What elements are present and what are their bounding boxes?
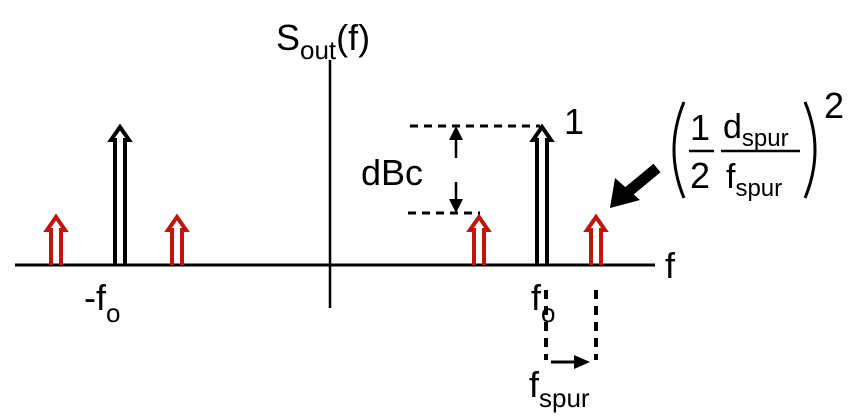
dbc-measure-arrows [449,126,463,213]
neg-fo-label: -fo [84,277,120,328]
spur-arrow-neg-left [43,213,69,265]
dbc-label: dBc [361,152,423,193]
carrier-level-label: 1 [564,101,584,142]
formula-den-f: fspur [726,158,782,202]
spur-power-formula: 1 2 dspur fspur 2 [672,85,844,202]
formula-right-paren [803,101,817,199]
y-axis-label: Sout(f) [276,17,370,65]
formula-left-paren [672,101,686,199]
spur-arrow-pos-left [466,213,492,265]
formula-num-one: 1 [690,107,710,148]
formula-pointer-arrow [610,163,661,208]
carrier-arrow-negative [107,123,133,265]
fspur-label: fspur [529,364,590,413]
carrier-arrow-positive [529,123,555,265]
x-axis-label: f [665,245,676,286]
fo-label: fo [531,277,555,328]
fspur-arrow [551,355,590,369]
formula-num-d: dspur [723,108,789,152]
formula-exponent: 2 [824,85,844,126]
formula-den-two: 2 [690,155,710,196]
spur-arrow-pos-right [583,213,609,265]
spur-arrow-neg-right [164,213,190,265]
